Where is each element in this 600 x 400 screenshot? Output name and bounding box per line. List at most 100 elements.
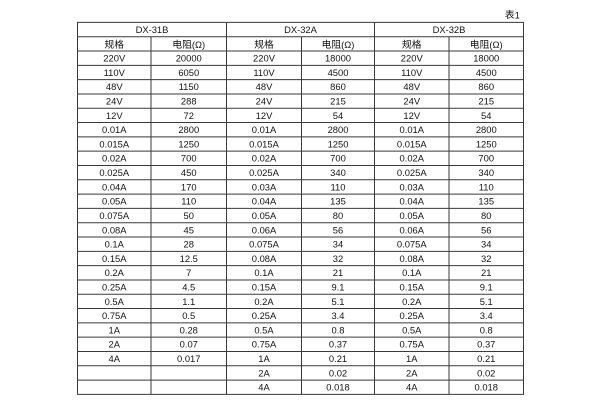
- svg-text:4.5: 4.5: [182, 281, 195, 292]
- svg-text:32: 32: [333, 253, 343, 264]
- svg-text:21: 21: [333, 267, 343, 278]
- svg-text:0.04A: 0.04A: [102, 181, 127, 192]
- svg-text:34: 34: [481, 239, 491, 250]
- svg-text:1250: 1250: [328, 138, 349, 149]
- svg-text:860: 860: [478, 81, 494, 92]
- svg-text:700: 700: [330, 153, 346, 164]
- svg-text:0.8: 0.8: [331, 324, 344, 335]
- svg-text:0.015A: 0.015A: [249, 138, 279, 149]
- svg-text:2800: 2800: [328, 124, 349, 135]
- svg-text:1250: 1250: [178, 138, 199, 149]
- svg-text:0.03A: 0.03A: [400, 181, 425, 192]
- svg-text:80: 80: [333, 210, 343, 221]
- svg-text:0.37: 0.37: [477, 339, 495, 350]
- svg-text:20000: 20000: [176, 53, 202, 64]
- svg-text:0.1A: 0.1A: [105, 239, 125, 250]
- svg-text:0.21: 0.21: [329, 353, 347, 364]
- svg-text:0.08A: 0.08A: [102, 224, 127, 235]
- svg-text:4A: 4A: [109, 353, 121, 364]
- svg-text:0.06A: 0.06A: [252, 224, 277, 235]
- svg-text:DX-31B: DX-31B: [136, 24, 169, 35]
- svg-text:24V: 24V: [403, 95, 420, 106]
- svg-text:0.018: 0.018: [326, 382, 349, 393]
- svg-text:0.01A: 0.01A: [102, 124, 127, 135]
- svg-text:0.02A: 0.02A: [252, 153, 277, 164]
- svg-text:135: 135: [330, 196, 346, 207]
- svg-text:0.08A: 0.08A: [400, 253, 425, 264]
- svg-text:340: 340: [330, 167, 346, 178]
- svg-text:7: 7: [186, 267, 191, 278]
- svg-text:0.015A: 0.015A: [397, 138, 427, 149]
- svg-text:0.15A: 0.15A: [102, 253, 127, 264]
- svg-text:450: 450: [181, 167, 197, 178]
- svg-text:215: 215: [330, 95, 346, 106]
- svg-text:0.5A: 0.5A: [105, 296, 125, 307]
- svg-text:1.1: 1.1: [182, 296, 195, 307]
- svg-text:9.1: 9.1: [331, 281, 344, 292]
- svg-text:0.075A: 0.075A: [99, 210, 129, 221]
- svg-text:21: 21: [481, 267, 491, 278]
- svg-text:220V: 220V: [401, 53, 424, 64]
- svg-text:54: 54: [481, 110, 491, 121]
- svg-text:0.75A: 0.75A: [400, 339, 425, 350]
- svg-text:1250: 1250: [476, 138, 497, 149]
- svg-text:24V: 24V: [106, 95, 123, 106]
- svg-text:0.03A: 0.03A: [252, 181, 277, 192]
- svg-text:0.1A: 0.1A: [254, 267, 274, 278]
- svg-text:0.06A: 0.06A: [400, 224, 425, 235]
- svg-text:0.015A: 0.015A: [99, 138, 129, 149]
- svg-text:0.025A: 0.025A: [397, 167, 427, 178]
- svg-text:0.02: 0.02: [329, 367, 347, 378]
- svg-text:0.04A: 0.04A: [400, 196, 425, 207]
- svg-text:0.08A: 0.08A: [252, 253, 277, 264]
- svg-text:0.2A: 0.2A: [254, 296, 274, 307]
- svg-text:2800: 2800: [178, 124, 199, 135]
- svg-text:4500: 4500: [328, 67, 349, 78]
- svg-text:110: 110: [181, 196, 196, 207]
- svg-text:0.05A: 0.05A: [102, 196, 127, 207]
- svg-text:700: 700: [181, 153, 197, 164]
- svg-text:110: 110: [479, 181, 494, 192]
- svg-text:0.15A: 0.15A: [400, 281, 425, 292]
- svg-text:4A: 4A: [406, 382, 418, 393]
- svg-text:170: 170: [181, 181, 197, 192]
- svg-text:0.25A: 0.25A: [102, 281, 127, 292]
- svg-text:12V: 12V: [106, 110, 123, 121]
- svg-text:1: 1: [515, 9, 520, 20]
- svg-text:72: 72: [184, 110, 194, 121]
- svg-text:0.05A: 0.05A: [400, 210, 425, 221]
- svg-text:2A: 2A: [258, 367, 270, 378]
- svg-text:220V: 220V: [253, 53, 276, 64]
- svg-text:12V: 12V: [403, 110, 420, 121]
- svg-text:32: 32: [481, 253, 491, 264]
- svg-text:(Ω): (Ω): [341, 39, 354, 50]
- svg-text:0.25A: 0.25A: [400, 310, 425, 321]
- svg-text:0.02: 0.02: [477, 367, 495, 378]
- svg-text:1A: 1A: [109, 324, 121, 335]
- svg-text:0.8: 0.8: [480, 324, 493, 335]
- svg-text:0.02A: 0.02A: [102, 153, 127, 164]
- svg-text:0.017: 0.017: [177, 353, 200, 364]
- svg-text:0.2A: 0.2A: [105, 267, 125, 278]
- svg-text:860: 860: [330, 81, 346, 92]
- svg-text:0.01A: 0.01A: [400, 124, 425, 135]
- svg-text:28: 28: [184, 239, 194, 250]
- svg-text:0.07: 0.07: [180, 339, 198, 350]
- svg-text:0.018: 0.018: [475, 382, 498, 393]
- svg-text:48V: 48V: [106, 81, 123, 92]
- svg-text:0.2A: 0.2A: [402, 296, 422, 307]
- svg-text:80: 80: [481, 210, 491, 221]
- svg-text:50: 50: [184, 210, 194, 221]
- svg-text:0.02A: 0.02A: [400, 153, 425, 164]
- svg-text:54: 54: [333, 110, 343, 121]
- svg-text:1150: 1150: [179, 81, 199, 92]
- svg-text:1A: 1A: [258, 353, 270, 364]
- svg-text:110: 110: [331, 181, 346, 192]
- svg-text:4500: 4500: [476, 67, 497, 78]
- svg-text:0.25A: 0.25A: [252, 310, 277, 321]
- svg-text:45: 45: [184, 224, 194, 235]
- svg-text:700: 700: [478, 153, 494, 164]
- svg-text:0.075A: 0.075A: [249, 239, 279, 250]
- svg-text:(Ω): (Ω): [489, 39, 502, 50]
- svg-text:0.025A: 0.025A: [99, 167, 129, 178]
